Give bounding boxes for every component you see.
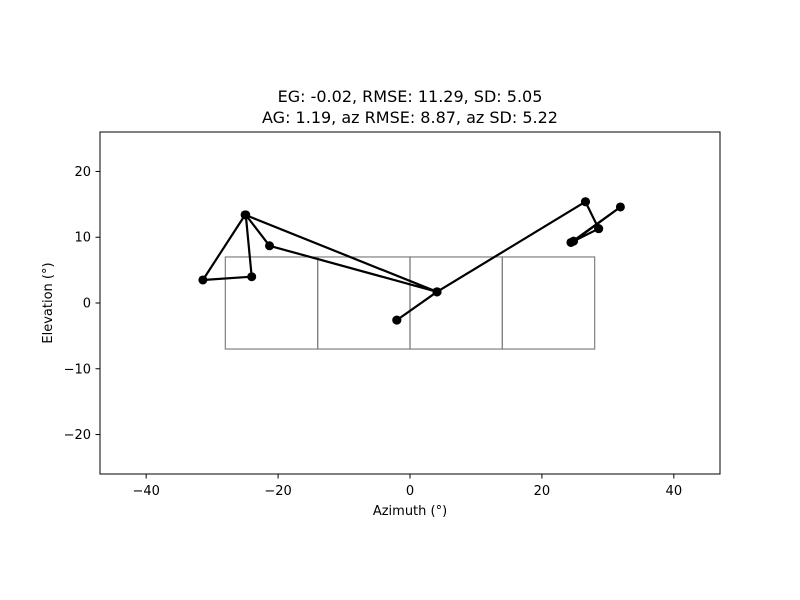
data-point (615, 202, 625, 212)
y-tick-label: 20 (74, 165, 91, 180)
data-point (392, 315, 402, 325)
reference-rectangles (224, 256, 596, 350)
data-point (569, 236, 579, 246)
reference-rect-3 (501, 256, 596, 350)
chart-title-line2: AG: 1.19, az RMSE: 8.87, az SD: 5.22 (262, 108, 558, 127)
data-points (198, 197, 625, 325)
y-tick-label: 10 (74, 231, 91, 246)
x-axis-ticks: −40 −20 0 20 40 (132, 474, 682, 499)
x-tick-label: 0 (406, 484, 414, 499)
x-tick-label: −20 (264, 484, 291, 499)
x-tick-label: 20 (534, 484, 551, 499)
data-point (265, 241, 275, 251)
data-point (240, 210, 250, 220)
y-tick-label: −20 (64, 428, 91, 443)
data-point (594, 224, 604, 234)
x-axis-label: Azimuth (°) (373, 504, 447, 519)
x-tick-label: 40 (666, 484, 683, 499)
data-point (432, 287, 442, 297)
plot-area (198, 197, 625, 350)
y-axis-label: Elevation (°) (41, 262, 56, 343)
data-point (247, 272, 257, 282)
y-axis-ticks: −20 −10 0 10 20 (64, 165, 100, 443)
y-tick-label: 0 (83, 297, 91, 312)
data-point (580, 197, 590, 207)
y-tick-label: −10 (64, 362, 91, 377)
chart-title-line1: EG: -0.02, RMSE: 11.29, SD: 5.05 (278, 87, 543, 106)
x-tick-label: −40 (132, 484, 159, 499)
data-point (198, 275, 208, 285)
